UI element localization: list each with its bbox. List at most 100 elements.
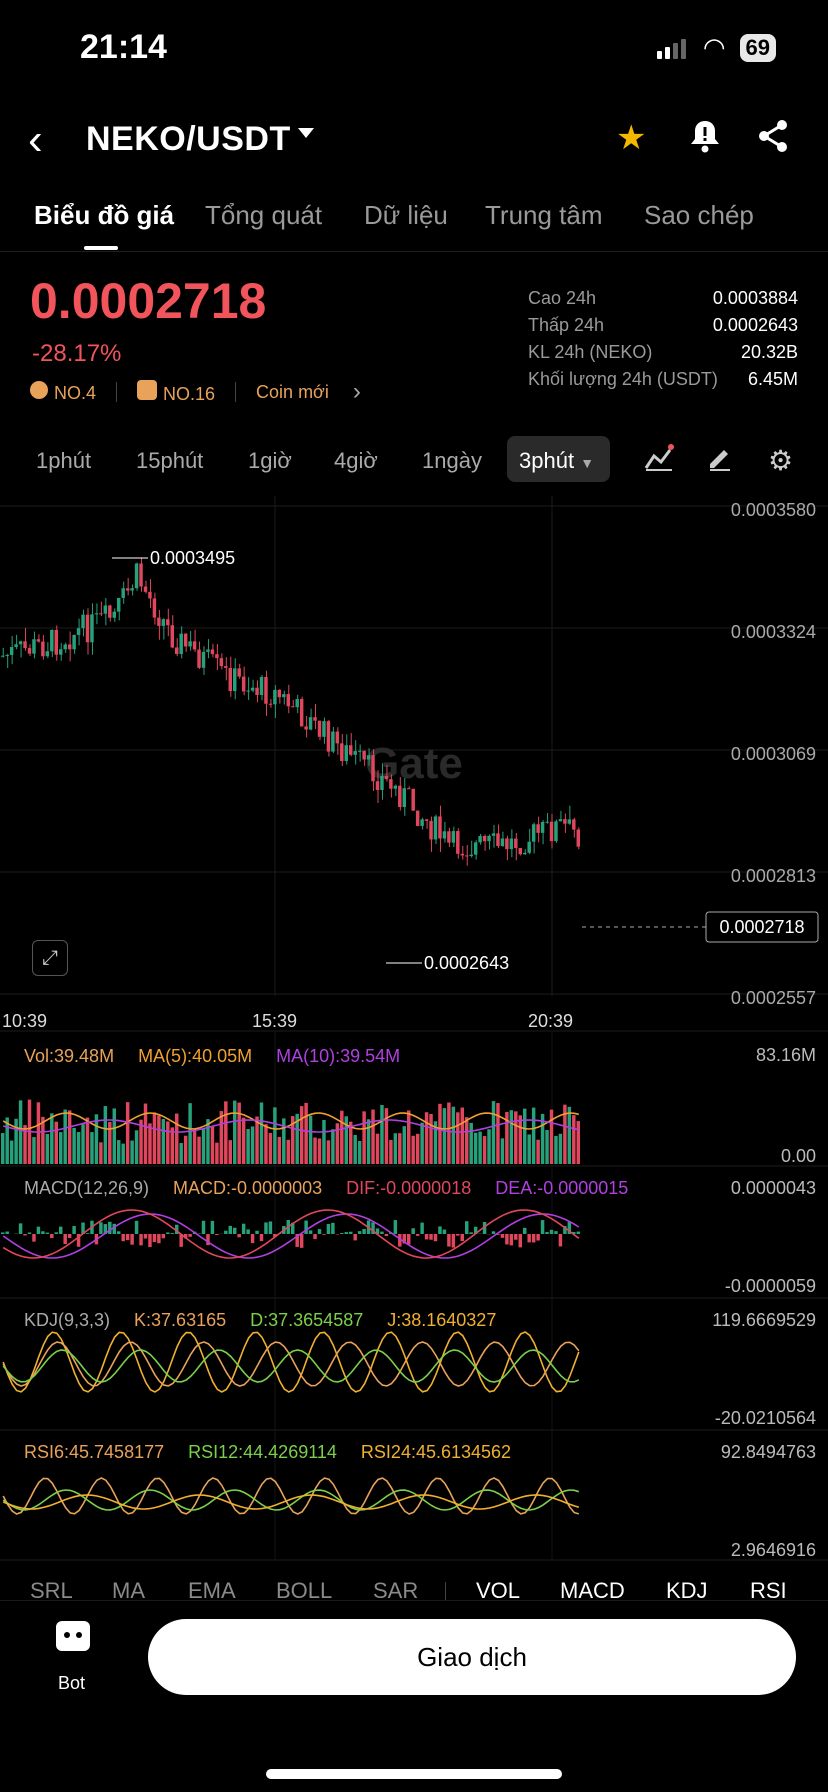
candle-body	[536, 824, 540, 833]
tab-copy[interactable]: Sao chép	[644, 200, 754, 230]
volume-bar	[67, 1110, 72, 1164]
status-bar: 21:14 ◠ 69	[0, 0, 828, 96]
candle-body	[357, 750, 362, 752]
candle-body	[496, 833, 500, 847]
interval-15m[interactable]: 15phút	[136, 448, 204, 473]
macd-histogram-bar	[322, 1234, 326, 1235]
interval-4h[interactable]: 4giờ	[334, 448, 378, 473]
macd-histogram-bar	[273, 1234, 277, 1238]
pair-selector[interactable]: NEKO/USDT	[86, 120, 291, 158]
macd-histogram-bar	[54, 1232, 58, 1234]
candle-body	[179, 633, 183, 655]
star-favorite-icon[interactable]: ★	[616, 119, 647, 157]
macd-histogram-bar	[291, 1222, 295, 1234]
volume-bar	[549, 1109, 554, 1164]
indicator-separator	[445, 1582, 446, 1604]
volume-bar	[179, 1143, 183, 1164]
macd-histogram-bar	[505, 1234, 509, 1245]
candle-body	[219, 658, 224, 667]
volume-bar	[183, 1135, 188, 1164]
candle-body	[545, 821, 549, 823]
tab-chart[interactable]: Biểu đồ giá	[34, 200, 175, 230]
indicator-srl[interactable]: SRL	[30, 1578, 73, 1603]
tab-data[interactable]: Dữ liệu	[364, 200, 448, 230]
macd-histogram-bar	[402, 1234, 406, 1244]
macd-histogram-bar	[76, 1234, 81, 1247]
indicator-boll[interactable]: BOLL	[276, 1578, 333, 1603]
volume-bar	[233, 1100, 237, 1164]
candlestick-chart[interactable]: Gate 0.0003580 0.0003324 0.0003069 0.000281…	[0, 496, 828, 1578]
volume-bar	[420, 1122, 424, 1164]
macd-histogram-bar	[393, 1220, 398, 1234]
trade-button[interactable]: Giao dịch	[148, 1619, 796, 1695]
settings-gear-icon[interactable]: ⚙	[768, 445, 794, 476]
candle-body	[143, 586, 148, 592]
volume-bar	[175, 1113, 179, 1164]
candle-body	[130, 588, 134, 591]
volume-bar	[491, 1101, 496, 1164]
indicator-rsi[interactable]: RSI	[750, 1578, 787, 1603]
indicator-ema[interactable]: EMA	[188, 1578, 236, 1603]
interval-1d[interactable]: 1ngày	[422, 448, 482, 473]
volume-bar	[353, 1134, 357, 1164]
vol-ma5-line	[2, 1112, 579, 1130]
share-icon[interactable]	[756, 118, 790, 163]
candle-body	[224, 666, 228, 668]
interval-1h[interactable]: 1giờ	[248, 448, 292, 473]
volume-bar	[152, 1112, 157, 1164]
new-coin-tag[interactable]: Coin mới	[256, 381, 329, 402]
kdj-header: KDJ(9,3,3) K:37.63165 D:37.3654587 J:38.…	[24, 1310, 497, 1330]
candle-body	[402, 788, 406, 808]
volume-bar	[76, 1131, 81, 1164]
candle-body	[148, 591, 152, 599]
indicator-macd[interactable]: MACD	[560, 1578, 625, 1603]
chevron-down-icon[interactable]	[298, 128, 314, 138]
volume-bar	[349, 1121, 353, 1164]
interval-1m[interactable]: 1phút	[36, 448, 92, 473]
kdj-min-label: -20.0210564	[715, 1408, 816, 1428]
indicator-ma[interactable]: MA	[112, 1578, 145, 1603]
kdj-j-line	[2, 1331, 580, 1393]
volume-bar	[63, 1109, 67, 1164]
indicator-kdj[interactable]: KDJ	[666, 1578, 708, 1603]
last-price-tag: 0.0002718	[719, 917, 804, 937]
candle-body	[121, 588, 125, 598]
tab-center[interactable]: Trung tâm	[485, 200, 603, 230]
macd-histogram-bar	[353, 1234, 357, 1241]
price-alert-bell-icon[interactable]	[688, 118, 722, 163]
chevron-right-icon[interactable]: ›	[352, 378, 361, 405]
rank-tag-2[interactable]: NO.16	[137, 379, 215, 405]
volume-bar	[188, 1103, 192, 1164]
volume-bar	[398, 1133, 402, 1164]
candle-body	[482, 835, 487, 842]
volume-bar	[322, 1120, 326, 1164]
macd-histogram-bar	[331, 1222, 335, 1234]
macd-histogram-bar	[125, 1234, 130, 1241]
indicator-vol[interactable]: VOL	[476, 1578, 521, 1603]
bot-label[interactable]: Bot	[58, 1673, 86, 1693]
volume-bar	[192, 1128, 197, 1164]
back-arrow-icon[interactable]: ‹	[28, 115, 43, 164]
macd-histogram-bar	[540, 1220, 545, 1234]
tab-overview[interactable]: Tổng quát	[205, 200, 323, 230]
volume-bar	[148, 1123, 152, 1164]
indicator-sar[interactable]: SAR	[373, 1578, 419, 1603]
expand-fullscreen-icon[interactable]: ⤢	[32, 940, 68, 976]
rsi12-line	[2, 1489, 580, 1511]
volume-bar	[509, 1110, 514, 1164]
volume-bar	[286, 1139, 290, 1164]
interval-3m-dropdown[interactable]: 3phút ▼	[507, 436, 610, 482]
candle-body	[286, 694, 290, 707]
volume-bar	[36, 1102, 41, 1164]
macd-histogram-bar	[152, 1234, 157, 1243]
robot-icon[interactable]	[56, 1621, 90, 1651]
rank-tag-1[interactable]: NO.4	[30, 380, 96, 404]
status-icons: ◠ 69	[656, 32, 776, 63]
volume-bar	[161, 1119, 166, 1164]
draw-pencil-icon[interactable]	[706, 444, 734, 479]
candle-body	[63, 644, 67, 650]
stat-row: Cao 24h 0.0003884	[528, 288, 798, 308]
volume-bar	[18, 1100, 23, 1164]
indicators-icon[interactable]	[644, 444, 674, 479]
candle-body	[85, 614, 90, 643]
